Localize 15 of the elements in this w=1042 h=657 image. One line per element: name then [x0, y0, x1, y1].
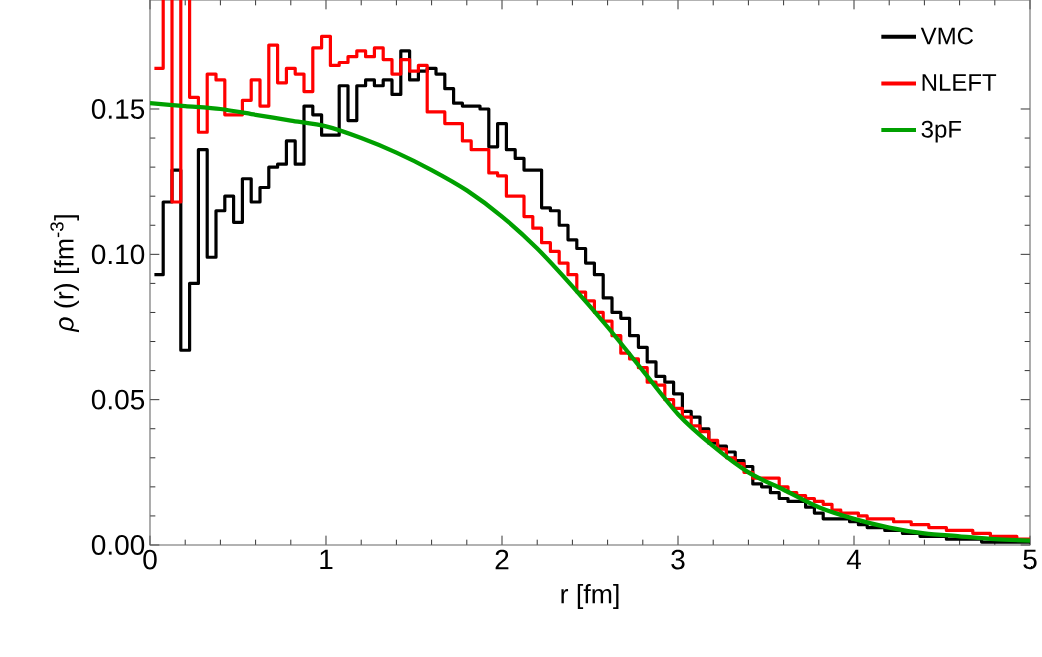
y-tick-label: 0.00: [91, 535, 145, 555]
x-tick-label: 2: [495, 549, 509, 570]
x-tick-label: 4: [846, 549, 861, 569]
y-tick-label: 0.05: [91, 389, 145, 410]
x-axis-title: r [fm]: [561, 584, 619, 609]
legend-label: 3pF: [921, 120, 962, 143]
y-tick-label: 0.15: [91, 99, 145, 119]
legend-label: NLEFT: [922, 74, 997, 91]
legend-label: VMC: [920, 27, 974, 45]
y-tick-label: 0.10: [91, 244, 145, 265]
y-axis-title: ρ (r) [fm$^{-3}$]: [50, 215, 79, 333]
x-tick-label: 3: [671, 549, 685, 570]
x-tick-label: 5: [1023, 549, 1037, 570]
x-tick-label: 0: [143, 549, 157, 570]
x-tick-label: 1: [320, 549, 333, 569]
